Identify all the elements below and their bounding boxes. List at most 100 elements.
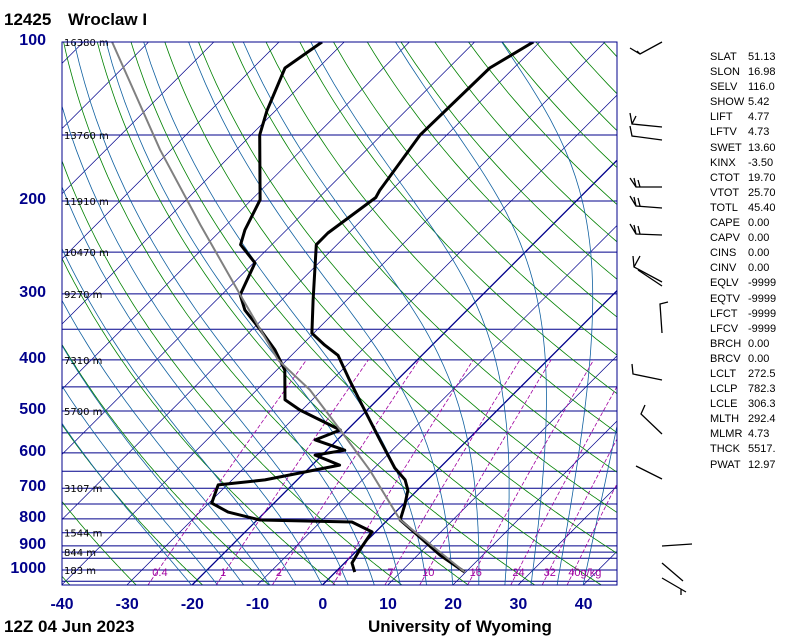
temperature-tick-label: 40 [574,596,593,613]
temperature-tick-label: -30 [115,596,139,613]
mixing-ratio-line [271,359,420,585]
moist-adiabat [501,42,594,585]
isotherm [62,42,280,260]
index-name: LIFT [710,111,733,124]
index-value: 4.73 [748,428,770,441]
mixing-ratio-line [147,359,307,585]
index-name: LFCV [710,322,739,335]
wind-barb [661,562,684,582]
mixing-ratio-label: 2 [276,567,282,579]
index-name: LCLE [710,398,738,411]
moist-adiabat [62,185,323,585]
mixing-ratio-label: 40g/kg [568,567,601,579]
index-name: CINS [710,247,737,260]
mixing-ratio-label: 24 [512,567,524,579]
dry-adiabat [62,500,137,585]
mixing-ratio-line [215,359,369,585]
height-label: 1544 m [64,529,102,540]
pressure-tick-label: 1000 [10,560,46,577]
moist-adiabat [310,42,510,585]
pressure-tick-label: 800 [19,508,46,526]
index-name: CTOT [710,171,740,184]
observation-date: 12Z 04 Jun 2023 [4,617,135,636]
index-row: CAPE 0.00 [710,216,776,231]
index-row: CAPV 0.00 [710,231,776,246]
index-row: LCLP 782.3 [710,382,776,397]
index-name: LCLP [710,383,738,396]
mixing-ratio-line [332,359,474,585]
height-label: 13760 m [64,131,109,142]
isotherm [387,355,617,585]
mixing-ratio-label: 7 [388,567,394,579]
index-row: EQTV -9999 [710,292,776,307]
index-row: KINX -3.50 [710,156,776,171]
wind-barb [637,269,663,287]
mixing-ratio-label: 0.4 [152,567,167,579]
index-name: MLTH [710,413,740,426]
index-name: EQLV [710,277,739,290]
moist-adiabat [105,42,401,585]
index-value: 782.3 [748,383,776,396]
isotherm [517,485,617,585]
isotherm [62,42,345,325]
mixing-ratio-line [510,385,617,585]
temperature-tick-label: 0 [318,596,328,613]
index-row: LCLE 306.3 [710,397,776,412]
mixing-ratio-label: 1 [220,567,226,579]
wind-barb [629,223,663,236]
moist-adiabat [395,42,547,585]
index-value: 0.00 [748,337,770,350]
wind-barb [629,41,663,55]
dry-adiabat [62,423,204,585]
index-value: -9999 [748,307,777,320]
wind-barb [661,577,687,595]
index-name: PWAT [710,458,741,471]
index-row: TOTL 45.40 [710,201,776,216]
mixing-ratio-line [419,359,552,585]
height-label: 10470 m [64,248,109,259]
index-name: SHOW [710,96,745,109]
height-label: 7310 m [64,356,102,367]
wind-barb [629,195,663,209]
mixing-ratio-label: 32 [544,567,556,579]
isotherm [191,159,617,585]
index-row: PWAT 12.97 [710,458,776,473]
mixing-ratio-line [467,359,595,585]
credit-text: University of Wyoming [368,617,552,636]
index-value: 272.5 [748,367,776,380]
index-row: LFCT -9999 [710,307,776,322]
isotherm [257,225,617,585]
index-row: MLTH 292.4 [710,412,776,427]
parcel-profile [111,42,466,573]
temperature-tick-label: 30 [509,596,528,613]
index-name: SLAT [710,51,737,63]
index-name: LFTV [710,126,737,139]
index-row: SWET 13.60 [710,141,776,156]
index-value: 12.97 [748,458,776,471]
pressure-tick-label: 700 [19,478,46,496]
index-value: 16.98 [748,66,776,79]
dry-adiabat [164,42,617,554]
dry-adiabat [62,257,337,585]
station-name: Wroclaw I [68,10,148,29]
index-row: EQLV -9999 [710,276,776,291]
dry-adiabat [333,42,617,356]
plot-frame [61,41,618,586]
wind-barb [635,465,663,480]
index-row: SHOW 5.42 [710,95,776,110]
dry-adiabat [400,42,617,280]
index-value: -9999 [748,292,777,305]
index-row: THCK 5517. [710,442,776,457]
index-row: LFCV -9999 [710,322,776,337]
index-name: SELV [710,81,738,94]
pressure-tick-label: 900 [19,535,46,553]
index-value: 5.42 [748,96,770,109]
wind-barb [640,404,663,435]
height-label: 844 m [64,548,96,559]
temperature-tick-label: 20 [444,596,463,613]
height-label: 5700 m [64,407,102,418]
index-row: SLON 16.98 [710,65,776,80]
moist-adiabat [188,42,454,585]
index-value: 0.00 [748,352,770,365]
index-row: CINV 0.00 [710,261,776,276]
